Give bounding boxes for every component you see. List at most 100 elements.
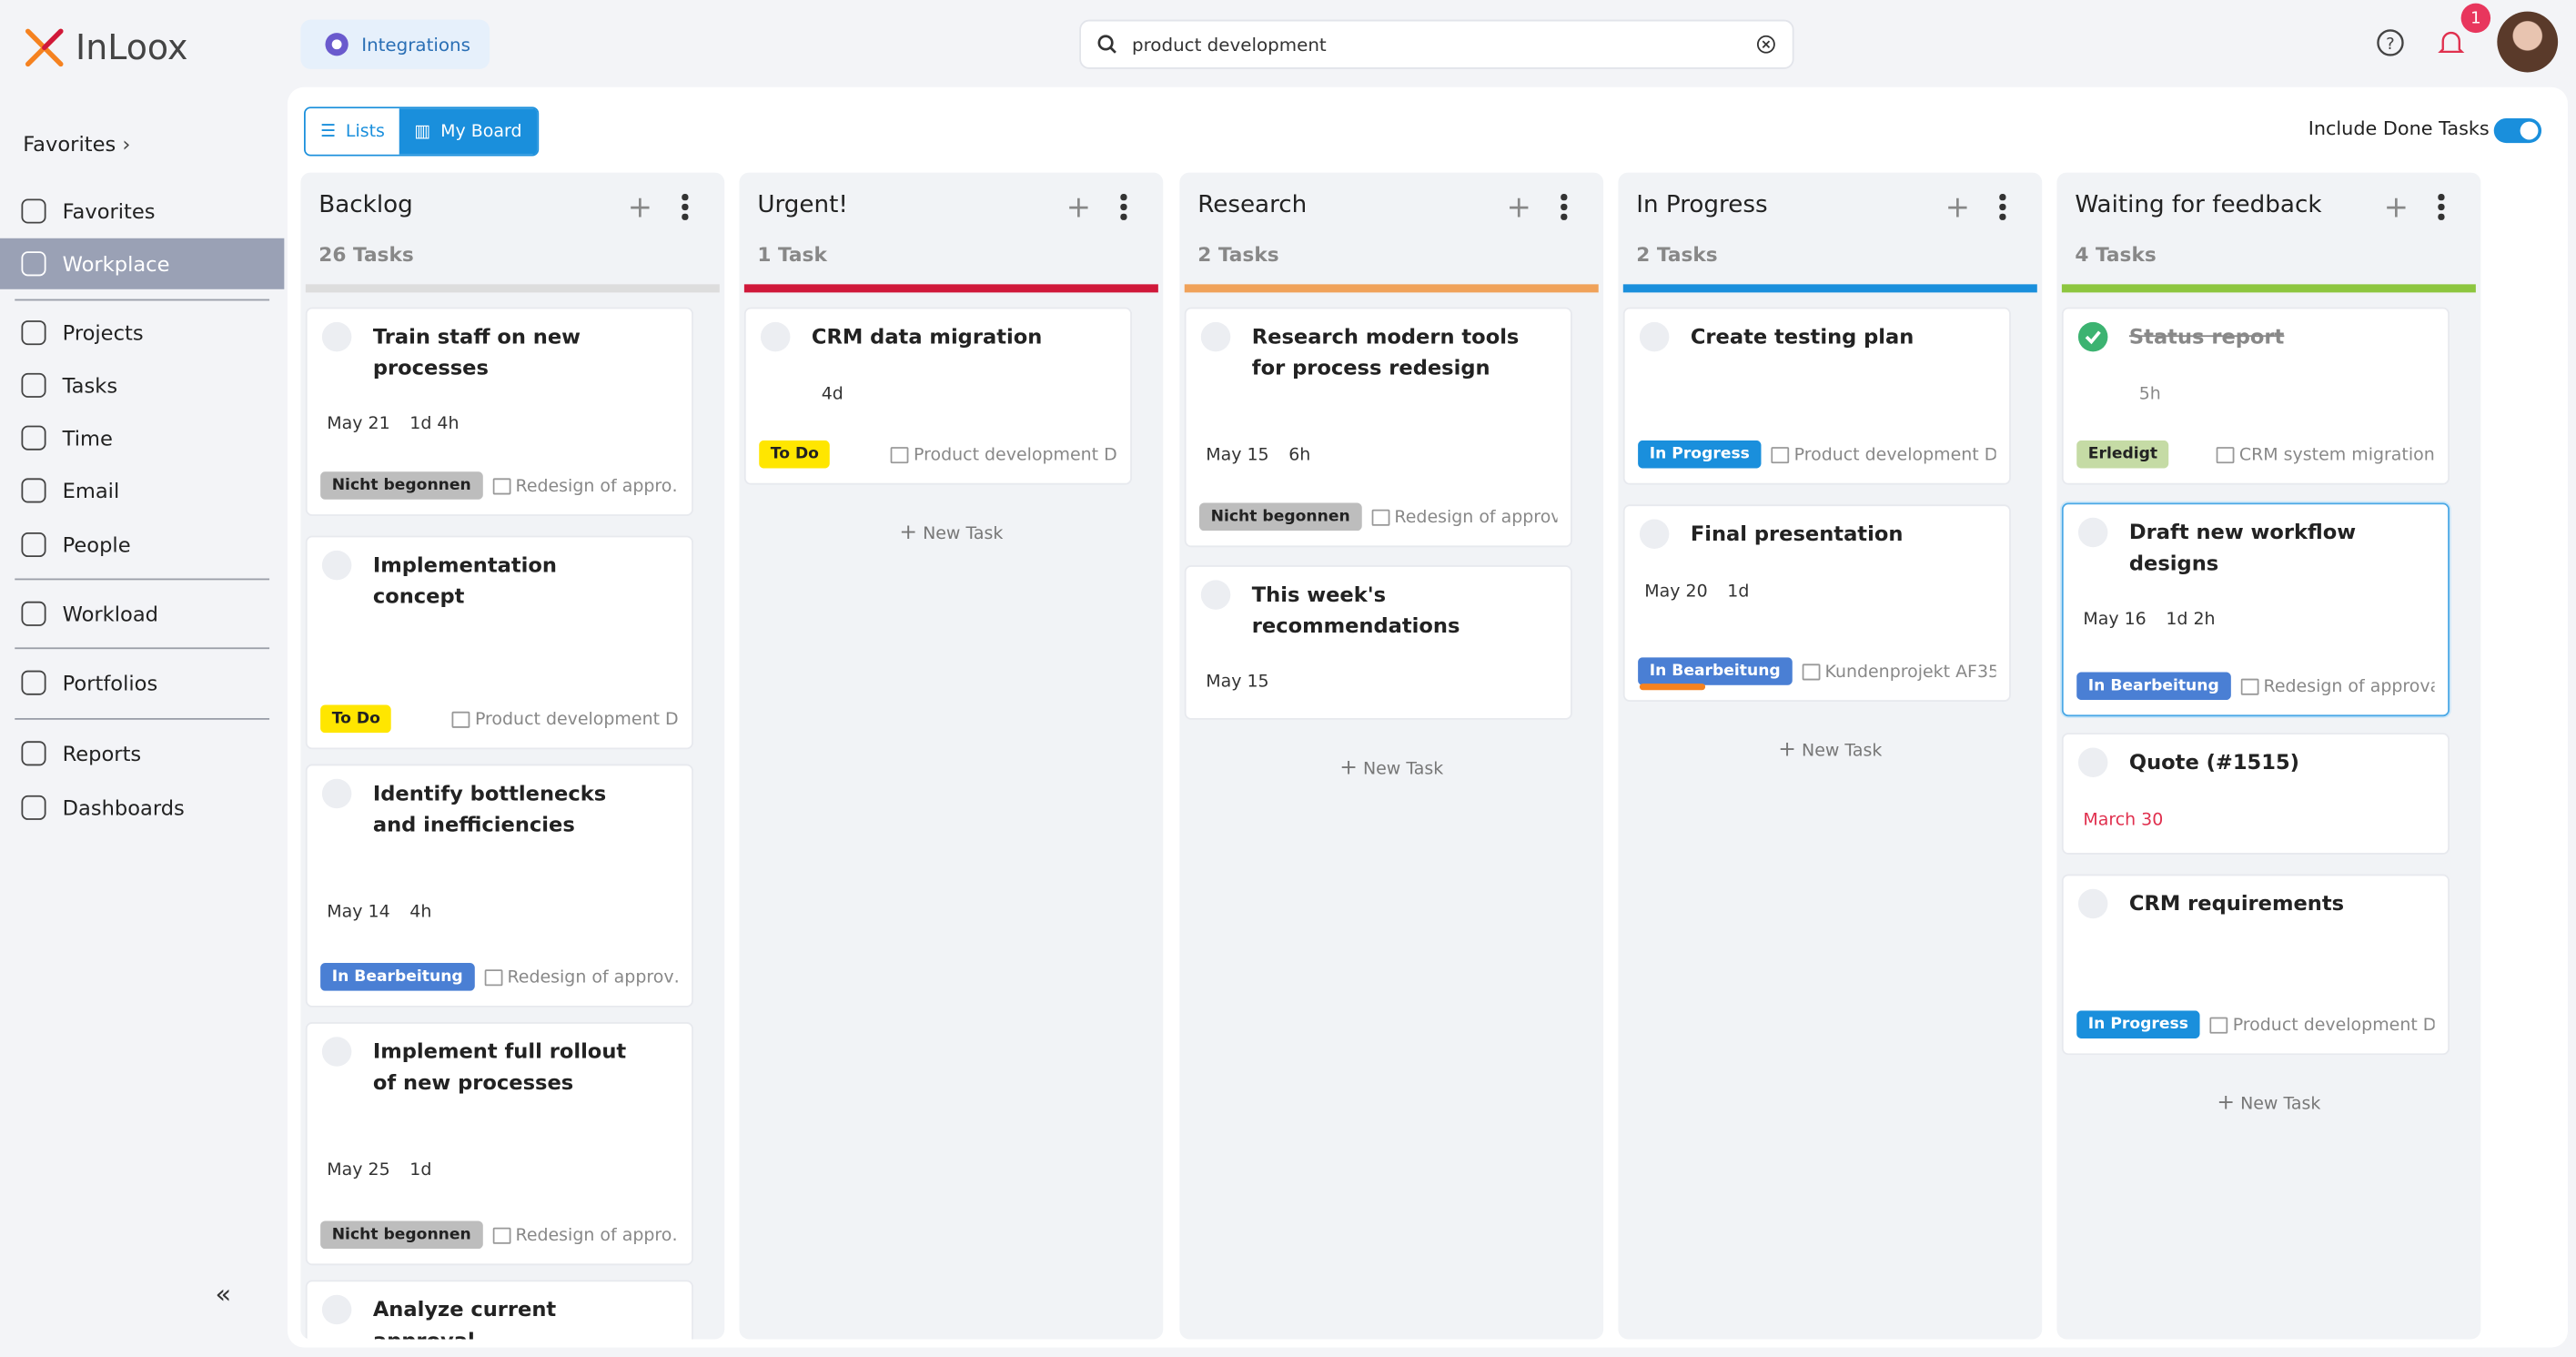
column-menu[interactable] [1120, 194, 1126, 223]
sidebar-item[interactable]: Workload [0, 588, 284, 639]
new-task-label: New Task [2240, 1094, 2321, 1115]
complete-checkbox[interactable] [1639, 519, 1670, 550]
task-date: May 15 [1206, 672, 1269, 693]
sidebar-item-label: Workload [62, 601, 159, 626]
task-card[interactable]: Quote (#1515) March 30 [2061, 733, 2450, 855]
task-footer: To Do Product development D [320, 704, 679, 734]
task-card[interactable]: Research modern tools for process redesi… [1184, 307, 1572, 548]
sidebar-item[interactable]: Tasks [0, 360, 284, 410]
complete-checkbox[interactable] [2077, 321, 2108, 352]
new-task-button[interactable]: + New Task [1778, 737, 1883, 763]
task-effort: 5h [2138, 383, 2161, 404]
task-effort: 1d 2h [2166, 609, 2216, 630]
logo[interactable]: InLoox [23, 26, 187, 69]
help-icon[interactable]: ? [2376, 28, 2405, 57]
collapse-sidebar[interactable]: « [215, 1278, 232, 1310]
complete-checkbox[interactable] [2077, 888, 2108, 919]
task-title: CRM requirements [2128, 890, 2345, 916]
task-card[interactable]: CRM requirements In Progress Product devel… [2061, 874, 2450, 1056]
project-icon [890, 446, 909, 463]
task-project: Product development D [451, 709, 679, 729]
status-badge: To Do [759, 440, 831, 469]
complete-checkbox[interactable] [1639, 321, 1670, 352]
user-avatar[interactable] [2497, 11, 2559, 73]
task-card[interactable]: Create testing plan In Progress Product de… [1622, 307, 2011, 485]
complete-checkbox[interactable] [1200, 321, 1231, 352]
sidebar-item[interactable]: People [0, 520, 284, 571]
new-task-button[interactable]: + New Task [2217, 1090, 2321, 1116]
integrations-button[interactable]: Integrations [300, 19, 490, 69]
complete-checkbox[interactable] [760, 321, 791, 352]
include-done-toggle[interactable] [2493, 117, 2542, 144]
task-card[interactable]: Final presentation May 20 1d In Bearbeitung… [1622, 504, 2011, 702]
task-footer: Erledigt CRM system migration [2076, 440, 2435, 469]
complete-checkbox[interactable] [321, 778, 352, 809]
task-footer: In Bearbeitung Kundenprojekt AF35 [1638, 657, 1996, 685]
task-card[interactable]: Analyze current approval [305, 1280, 693, 1340]
add-task-button[interactable]: + [1066, 190, 1092, 226]
sidebar-divider [15, 578, 270, 581]
view-lists[interactable]: ☰ Lists [305, 108, 400, 155]
task-card[interactable]: Train staff on new processes May 21 1d 4h N… [305, 307, 693, 516]
task-date: May 25 [327, 1159, 390, 1180]
sidebar-item[interactable]: Portfolios [0, 657, 284, 708]
complete-checkbox[interactable] [1200, 580, 1231, 610]
task-title: Create testing plan [1690, 323, 1914, 349]
sidebar-icon [21, 601, 46, 626]
task-card[interactable]: Implement full rollout of new processes M… [305, 1022, 693, 1266]
sidebar-item[interactable]: Reports [0, 728, 284, 779]
complete-checkbox[interactable] [2077, 747, 2108, 777]
add-task-button[interactable]: + [1945, 190, 1970, 226]
complete-checkbox[interactable] [2077, 517, 2108, 548]
column-color-bar [1622, 284, 2037, 293]
sidebar-item[interactable]: Time [0, 412, 284, 463]
clear-search[interactable] [1756, 35, 1776, 55]
sidebar-icon [21, 741, 46, 766]
task-card[interactable]: Implementation concept To Do Product devel… [305, 535, 693, 750]
new-task-button[interactable]: + New Task [1339, 755, 1444, 781]
task-meta: May 25 1d [327, 1160, 431, 1180]
task-title: Draft new workflow designs [2128, 519, 2357, 575]
add-task-button[interactable]: + [1506, 190, 1531, 226]
task-project: Redesign of approv… [484, 967, 679, 987]
task-effort: 4h [409, 901, 432, 921]
complete-checkbox[interactable] [321, 1037, 352, 1067]
sidebar-divider [15, 717, 270, 720]
sidebar-item[interactable]: Favorites [0, 186, 284, 237]
task-meta: March 30 [2083, 809, 2163, 829]
task-footer: Nicht begonnen Redesign of appro… [320, 471, 679, 500]
sidebar-item-label: Time [62, 425, 113, 451]
column-menu[interactable] [1999, 194, 2005, 223]
complete-checkbox[interactable] [321, 1294, 352, 1325]
favorites-header[interactable]: Favorites › [23, 131, 131, 157]
view-board[interactable]: ▥ My Board [399, 108, 537, 155]
complete-checkbox[interactable] [321, 550, 352, 581]
sidebar-item[interactable]: Workplace [0, 238, 285, 289]
add-task-button[interactable]: + [2383, 190, 2409, 226]
add-task-button[interactable]: + [627, 190, 652, 226]
task-card[interactable]: Draft new workflow designs May 16 1d 2h In … [2061, 502, 2450, 717]
integrations-label: Integrations [361, 34, 470, 56]
task-date: May 16 [2083, 609, 2147, 630]
column-menu[interactable] [682, 194, 688, 223]
sidebar-item[interactable]: Email [0, 465, 284, 516]
status-badge: In Bearbeitung [2076, 672, 2231, 701]
column-title: In Progress [1636, 192, 1768, 219]
task-card[interactable]: Status report 5h Erledigt CRM system migrat… [2061, 307, 2450, 485]
task-card[interactable]: Identify bottlenecks and inefficiencies M… [305, 764, 693, 1008]
status-badge: In Progress [2076, 1010, 2200, 1039]
task-project: Kundenprojekt AF35 [1802, 661, 1996, 682]
task-card[interactable]: This week's recommendations May 15 [1184, 565, 1572, 720]
new-task-label: New Task [923, 523, 1004, 544]
project-name: Kundenprojekt AF35 [1824, 661, 1996, 682]
search-box[interactable]: product development [1079, 19, 1794, 69]
column-menu[interactable] [2438, 194, 2444, 223]
complete-checkbox[interactable] [321, 321, 352, 352]
sidebar-item[interactable]: Projects [0, 308, 284, 359]
notifications-icon[interactable] [2437, 28, 2466, 57]
sidebar-item[interactable]: Dashboards [0, 782, 284, 833]
new-task-button[interactable]: + New Task [899, 521, 1004, 546]
column-menu[interactable] [1561, 194, 1567, 223]
status-badge: In Bearbeitung [1638, 657, 1793, 685]
task-card[interactable]: CRM data migration 4d To Do Product develop… [743, 307, 1132, 485]
